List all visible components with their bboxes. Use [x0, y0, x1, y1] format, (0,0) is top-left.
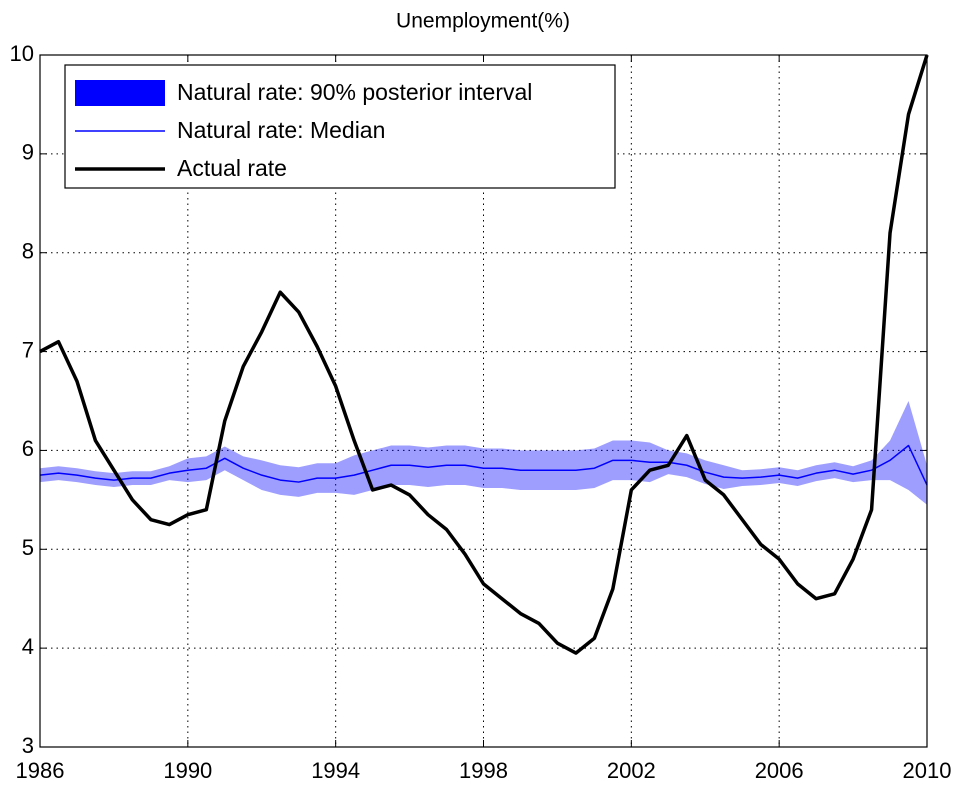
legend-label: Natural rate: Median: [177, 117, 385, 143]
legend-label: Actual rate: [177, 155, 287, 181]
x-tick-label: 2002: [607, 758, 656, 783]
x-tick-label: 2006: [755, 758, 804, 783]
y-tick-label: 9: [22, 140, 34, 165]
interval-band: [40, 401, 927, 505]
y-tick-label: 5: [22, 535, 34, 560]
y-tick-label: 6: [22, 436, 34, 461]
x-tick-label: 2010: [903, 758, 952, 783]
x-tick-label: 1986: [16, 758, 65, 783]
legend-label: Natural rate: 90% posterior interval: [177, 79, 532, 105]
x-tick-label: 1994: [311, 758, 360, 783]
x-tick-label: 1990: [163, 758, 212, 783]
y-tick-label: 4: [22, 634, 34, 659]
legend-swatch: [75, 80, 165, 106]
x-tick-label: 1998: [459, 758, 508, 783]
line: [39, 54, 929, 655]
y-tick-label: 3: [22, 733, 34, 758]
plot-frame: [39, 54, 928, 748]
line: [39, 444, 928, 486]
y-tick-label: 10: [10, 41, 34, 66]
y-tick-label: 7: [22, 337, 34, 362]
y-tick-label: 8: [22, 239, 34, 264]
chart-title: Unemployment(%): [396, 10, 570, 33]
